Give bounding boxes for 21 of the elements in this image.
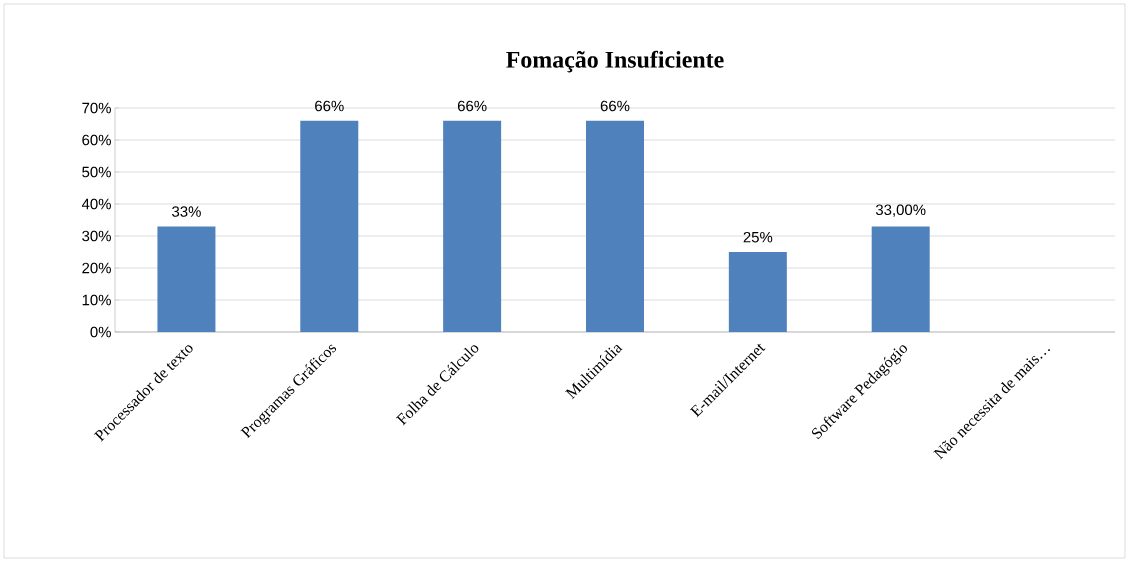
bar (728, 251, 787, 332)
y-tick-label: 10% (82, 294, 111, 306)
y-tick-label: 40% (81, 198, 111, 210)
data-label: 33,00% (875, 204, 926, 217)
y-tick-label: 20% (82, 262, 111, 274)
y-tick-label: 0% (90, 326, 111, 338)
data-label: 25% (743, 231, 773, 243)
bar (871, 226, 930, 332)
bar (300, 120, 359, 332)
chart-title: Fomação Insuficiente (506, 50, 724, 73)
bar (157, 226, 216, 332)
y-tick-label: 60% (82, 134, 111, 146)
data-label: 66% (457, 100, 487, 112)
y-tick-label: 70% (82, 102, 111, 114)
data-label: 66% (600, 100, 630, 112)
bar (585, 120, 644, 332)
y-tick-label: 30% (82, 230, 111, 242)
data-label: 33% (172, 206, 201, 217)
data-label: 66% (315, 100, 344, 112)
bar (443, 120, 502, 332)
y-tick-label: 50% (82, 166, 111, 178)
